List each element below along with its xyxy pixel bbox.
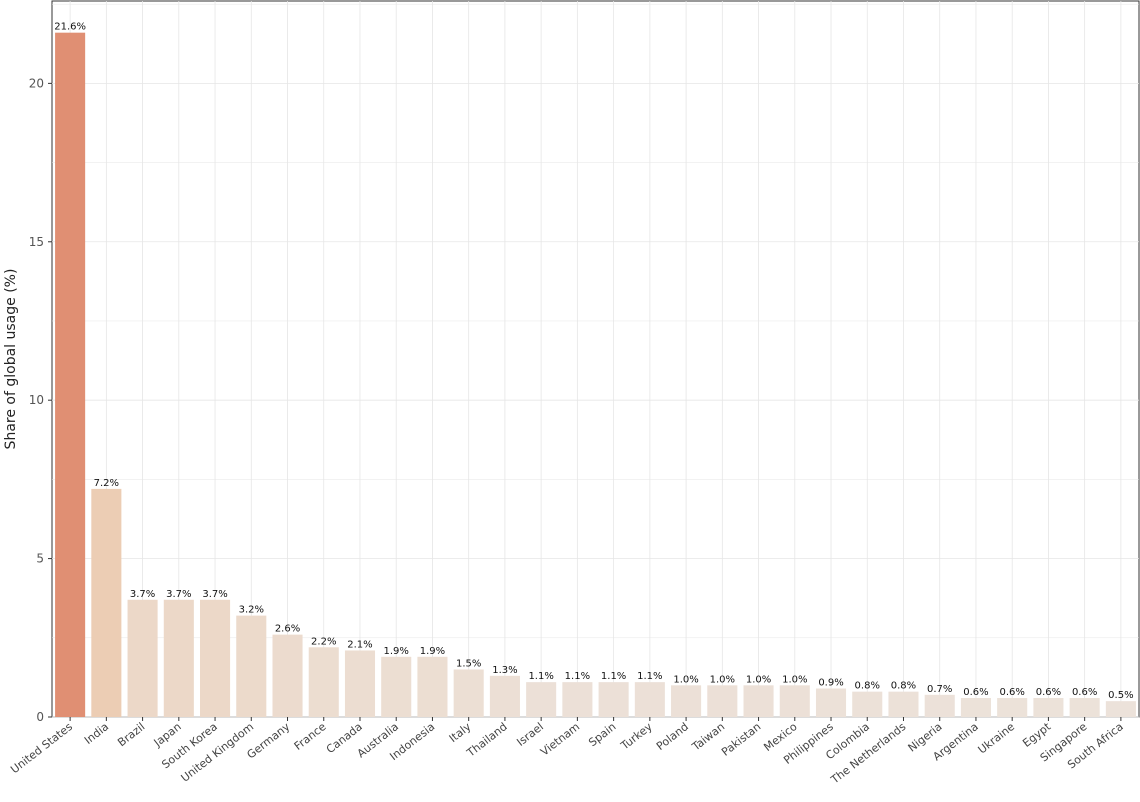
bar (236, 615, 267, 717)
bar (163, 599, 194, 717)
grid-lines (52, 1, 1139, 718)
bars (55, 32, 1136, 718)
data-label: 2.6% (275, 624, 300, 635)
data-label: 7.2% (94, 478, 119, 489)
bar (852, 691, 883, 717)
data-label: 1.1% (601, 671, 626, 682)
bar (1033, 697, 1064, 717)
data-label: 1.3% (492, 665, 517, 676)
bar (308, 647, 339, 717)
bar (453, 669, 484, 717)
x-tick-label: Israel (514, 720, 546, 749)
data-label: 21.6% (54, 22, 86, 33)
bar (200, 599, 231, 717)
data-label: 3.2% (239, 605, 264, 616)
bar (127, 599, 158, 717)
bar (55, 32, 86, 718)
data-label: 1.9% (420, 646, 445, 657)
data-label: 1.0% (673, 674, 698, 685)
data-label: 0.8% (891, 681, 916, 692)
x-tick-label: Pakistan (719, 720, 763, 759)
x-tick-label: Italy (447, 720, 474, 745)
bar (344, 650, 376, 717)
data-label: 0.9% (818, 677, 843, 688)
plot-frame (51, 0, 1140, 718)
bar (598, 682, 629, 717)
data-label: 0.6% (999, 687, 1024, 698)
bar (960, 697, 991, 717)
data-label: 1.9% (384, 646, 409, 657)
data-label: 0.6% (963, 687, 988, 698)
bar (562, 682, 593, 717)
y-tick-label: 5 (36, 552, 44, 566)
bar (997, 697, 1028, 717)
y-tick-label: 15 (29, 235, 44, 249)
x-tick-label: France (292, 720, 329, 753)
data-label: 1.0% (782, 674, 807, 685)
data-label: 1.0% (746, 674, 771, 685)
y-axis-title: Share of global usage (%) (3, 269, 19, 450)
bar (924, 694, 955, 717)
bar (1105, 701, 1136, 717)
bar (671, 685, 702, 717)
data-label: 1.1% (565, 671, 590, 682)
y-tick-label: 20 (29, 76, 44, 90)
y-tick-label: 0 (36, 710, 44, 724)
data-label: 2.2% (311, 636, 336, 647)
x-tick-label: Turkey (618, 720, 655, 753)
data-label: 0.7% (927, 684, 952, 695)
x-tick-label: Spain (586, 720, 618, 749)
bar (1069, 697, 1100, 717)
bar (815, 688, 847, 717)
x-tick-label: United States (8, 720, 75, 776)
x-tick-label: Vietnam (538, 720, 582, 758)
data-label: 3.7% (130, 589, 155, 600)
x-tick-label: India (82, 720, 111, 747)
x-tick-label: Brazil (115, 720, 147, 749)
bar (743, 685, 774, 717)
data-label: 0.6% (1036, 687, 1061, 698)
bar (272, 634, 303, 717)
data-label: 1.0% (710, 674, 735, 685)
data-labels: 21.6% 7.2% 3.7% 3.7% 3.7% 3.2% 2.6% 2.2% 2.1% 1.9… (54, 22, 1133, 701)
bar (888, 691, 919, 717)
x-tick-label: Ukraine (976, 720, 1018, 757)
data-label: 0.8% (855, 681, 880, 692)
bar (489, 675, 520, 717)
y-axis: 0 5 10 15 20 (29, 76, 52, 724)
data-label: 1.1% (637, 671, 662, 682)
bar (526, 682, 557, 717)
data-label: 0.6% (1072, 687, 1097, 698)
data-label: 3.7% (202, 589, 227, 600)
data-label: 3.7% (166, 589, 191, 600)
bar (381, 656, 412, 717)
data-label: 1.1% (528, 671, 553, 682)
data-label: 2.1% (347, 639, 372, 650)
bar (417, 656, 448, 717)
data-label: 0.5% (1108, 690, 1133, 701)
bar (707, 685, 738, 717)
bar (91, 488, 122, 717)
bar (779, 685, 810, 717)
data-label: 1.5% (456, 658, 481, 669)
x-tick-label: Thailand (464, 720, 510, 760)
x-tick-label: Poland (654, 720, 691, 753)
bar (634, 682, 665, 717)
y-tick-label: 10 (29, 393, 44, 407)
